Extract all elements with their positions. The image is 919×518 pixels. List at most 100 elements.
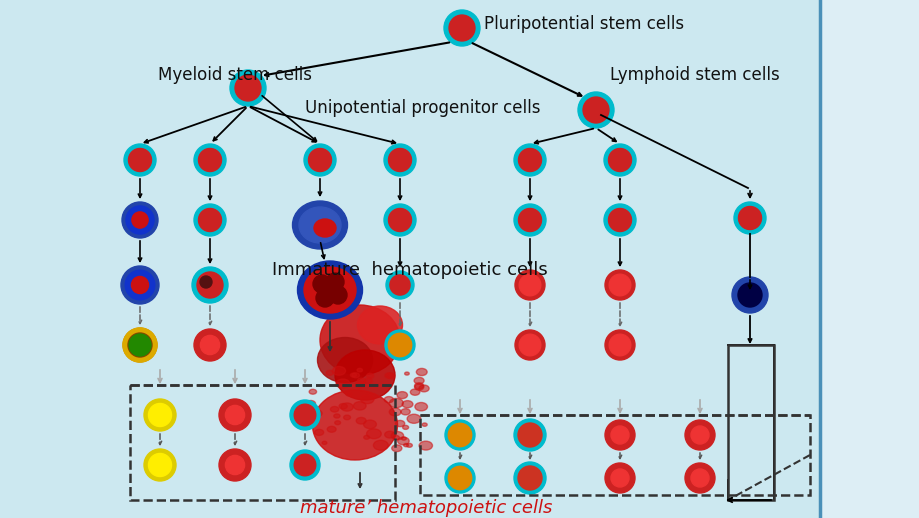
Text: Unipotential progenitor cells: Unipotential progenitor cells [305,99,540,117]
Circle shape [315,289,334,307]
Ellipse shape [391,431,403,440]
Circle shape [123,328,157,362]
Circle shape [445,463,474,493]
Circle shape [225,406,244,425]
Ellipse shape [422,423,426,426]
Bar [819,0,919,518]
Ellipse shape [314,429,323,436]
Ellipse shape [307,408,318,416]
Ellipse shape [355,381,365,388]
Circle shape [194,204,226,236]
Circle shape [685,463,714,493]
Ellipse shape [352,373,359,378]
Circle shape [732,277,767,313]
Circle shape [448,15,474,41]
Ellipse shape [384,396,393,402]
Circle shape [308,149,331,171]
Ellipse shape [373,440,388,450]
Circle shape [199,208,221,232]
Ellipse shape [292,201,347,249]
Ellipse shape [366,373,373,378]
Ellipse shape [311,410,322,417]
Ellipse shape [414,383,424,389]
Circle shape [388,149,411,171]
Ellipse shape [357,378,365,383]
Ellipse shape [303,267,356,313]
Circle shape [194,329,226,361]
Ellipse shape [353,401,366,410]
Circle shape [131,212,148,228]
Ellipse shape [320,305,400,375]
Ellipse shape [346,392,352,396]
Circle shape [514,419,545,451]
Ellipse shape [299,207,341,243]
Ellipse shape [335,350,394,400]
Ellipse shape [404,372,409,375]
Ellipse shape [384,431,394,438]
Circle shape [517,466,541,490]
Ellipse shape [414,402,427,411]
Circle shape [737,283,761,307]
Ellipse shape [410,389,419,395]
Circle shape [148,453,171,477]
Ellipse shape [297,261,362,319]
Text: Pluripotential stem cells: Pluripotential stem cells [483,15,684,33]
Ellipse shape [322,441,326,444]
Circle shape [738,207,761,229]
Bar [420,415,809,495]
Circle shape [605,330,634,360]
Ellipse shape [391,445,402,452]
Circle shape [234,75,261,101]
Ellipse shape [392,436,399,440]
Circle shape [219,399,251,431]
Circle shape [230,70,266,106]
Ellipse shape [325,370,333,376]
Circle shape [129,149,152,171]
Circle shape [294,454,315,476]
Circle shape [610,469,629,487]
Ellipse shape [403,443,408,447]
Circle shape [607,208,630,232]
Circle shape [384,330,414,360]
Ellipse shape [317,338,372,382]
Ellipse shape [306,400,315,407]
Circle shape [608,274,630,296]
Ellipse shape [414,377,424,384]
Circle shape [577,92,613,128]
Circle shape [194,144,226,176]
Circle shape [329,286,346,304]
Circle shape [518,208,541,232]
Circle shape [312,275,331,293]
Ellipse shape [357,306,403,344]
Circle shape [192,267,228,303]
Ellipse shape [335,421,340,425]
Circle shape [518,149,541,171]
Ellipse shape [339,404,346,409]
Ellipse shape [407,414,420,423]
Ellipse shape [397,392,407,399]
Ellipse shape [414,384,424,390]
Circle shape [605,420,634,450]
Circle shape [515,330,544,360]
Ellipse shape [356,418,366,424]
Circle shape [199,276,211,288]
Ellipse shape [397,437,409,445]
Circle shape [448,423,471,447]
Circle shape [517,423,541,447]
Circle shape [325,273,344,291]
Circle shape [144,399,176,431]
Circle shape [289,400,320,430]
Ellipse shape [327,426,335,432]
Ellipse shape [386,373,394,379]
Circle shape [128,333,152,357]
Ellipse shape [418,385,428,392]
Ellipse shape [416,368,426,376]
Circle shape [583,97,608,123]
Circle shape [200,335,220,355]
Ellipse shape [406,443,412,448]
Ellipse shape [364,378,372,384]
Circle shape [148,404,171,426]
Ellipse shape [419,441,432,450]
Ellipse shape [309,389,316,394]
Circle shape [515,270,544,300]
